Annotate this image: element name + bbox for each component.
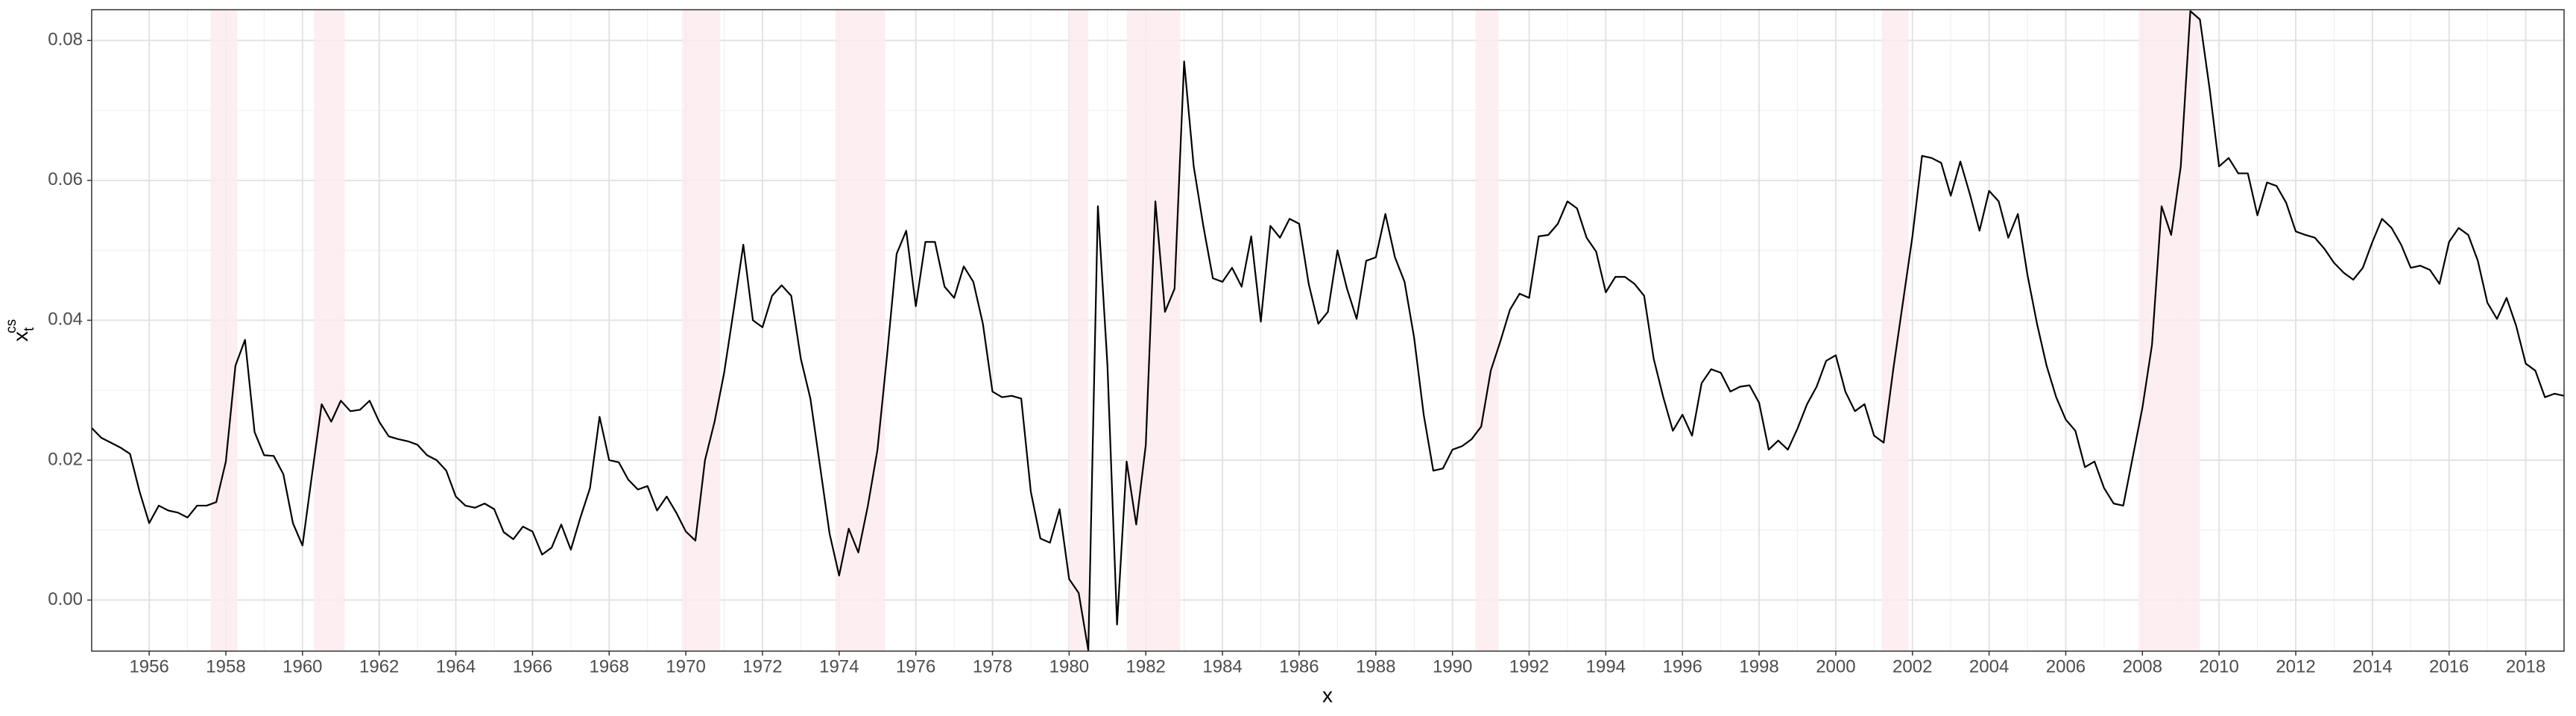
x-tick-label: 1978	[973, 656, 1012, 676]
x-tick-label: 1958	[206, 656, 245, 676]
x-tick-label: 1972	[742, 656, 782, 676]
data-line	[92, 10, 2564, 651]
x-tick-label: 1960	[282, 656, 322, 676]
x-tick-label: 1986	[1279, 656, 1319, 676]
x-tick-label: 1964	[436, 656, 476, 676]
x-tick-label: 2008	[2123, 656, 2162, 676]
x-tick-label: 1996	[1662, 656, 1702, 676]
shaded-region	[681, 10, 721, 651]
y-axis-title-base: x	[9, 331, 32, 342]
x-tick-label: 1994	[1586, 656, 1626, 676]
x-tick-label: 1984	[1202, 656, 1242, 676]
shaded-region	[1881, 10, 1909, 651]
y-tick-label: 0.02	[48, 449, 83, 469]
x-tick-label: 2010	[2199, 656, 2238, 676]
shaded-region	[210, 10, 238, 651]
shaded-region	[1126, 10, 1181, 651]
x-axis-title: x	[1322, 683, 1333, 706]
x-tick-label: 1976	[896, 656, 935, 676]
x-tick-label: 2014	[2352, 656, 2392, 676]
x-tick-label: 1998	[1739, 656, 1778, 676]
y-tick-label: 0.04	[48, 310, 83, 330]
x-tick-label: 2004	[1969, 656, 2009, 676]
x-tick-label: 1968	[590, 656, 629, 676]
x-tick-label: 1956	[129, 656, 168, 676]
x-tick-label: 1970	[666, 656, 705, 676]
y-tick-label: 0.08	[48, 30, 83, 50]
y-axis-title: xtcs	[4, 319, 37, 342]
x-tick-label: 1992	[1509, 656, 1549, 676]
x-tick-label: 2016	[2429, 656, 2469, 676]
x-tick-label: 2006	[2046, 656, 2086, 676]
shaded-region	[314, 10, 345, 651]
y-axis-title-sub: t	[22, 327, 37, 331]
shaded-region	[1475, 10, 1499, 651]
x-tick-label: 2012	[2276, 656, 2315, 676]
x-tick-label: 1988	[1356, 656, 1395, 676]
x-tick-label: 1980	[1049, 656, 1089, 676]
shaded-region	[2138, 10, 2200, 651]
y-axis-title-sup: cs	[4, 319, 19, 333]
x-tick-label: 1990	[1433, 656, 1472, 676]
x-tick-label: 1974	[819, 656, 859, 676]
x-tick-label: 1982	[1126, 656, 1166, 676]
x-tick-label: 2000	[1816, 656, 1855, 676]
x-tick-label: 2018	[2506, 656, 2545, 676]
y-tick-label: 0.00	[48, 589, 83, 609]
plot-border	[91, 9, 2565, 652]
shaded-region	[1069, 10, 1089, 651]
x-tick-label: 1966	[513, 656, 552, 676]
y-tick-label: 0.06	[48, 169, 83, 189]
x-tick-label: 2002	[1892, 656, 1932, 676]
x-tick-label: 1962	[359, 656, 399, 676]
